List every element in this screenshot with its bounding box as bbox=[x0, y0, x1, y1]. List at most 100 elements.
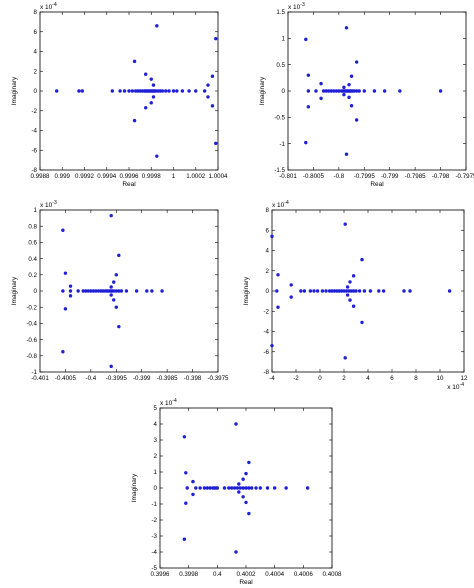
x-tick-label: 12 bbox=[461, 375, 468, 382]
data-point bbox=[354, 118, 359, 122]
y-axis-label: Imaginary bbox=[243, 276, 250, 305]
data-point bbox=[306, 73, 311, 77]
data-point bbox=[206, 83, 210, 87]
data-point bbox=[124, 289, 129, 293]
data-point bbox=[289, 295, 293, 299]
data-point bbox=[347, 82, 351, 87]
data-point bbox=[345, 293, 350, 297]
data-point bbox=[185, 486, 189, 490]
scatter-panel-3: -0.401 -0.4005 -0.4 -0.3995 -0.399 -0.3985 -0.… bbox=[11, 200, 229, 382]
data-point bbox=[167, 89, 171, 93]
data-point bbox=[275, 289, 279, 293]
y-tick-label: 0.6 bbox=[28, 240, 37, 247]
x-tick-label: -0.3975 bbox=[208, 375, 230, 382]
data-point bbox=[77, 89, 81, 93]
x-tick-label: -0.399 bbox=[133, 375, 151, 382]
data-point bbox=[194, 89, 198, 93]
data-point bbox=[315, 289, 320, 293]
data-point bbox=[438, 89, 443, 93]
data-point bbox=[270, 343, 274, 348]
data-point bbox=[320, 289, 325, 293]
data-point bbox=[377, 289, 381, 293]
data-point bbox=[191, 492, 195, 497]
x-tick-label: 1 bbox=[172, 173, 176, 180]
data-point bbox=[329, 89, 333, 93]
data-point bbox=[96, 289, 101, 293]
data-point bbox=[143, 106, 148, 110]
x-tick-label: -0.401 bbox=[31, 375, 49, 382]
data-point bbox=[114, 289, 118, 293]
data-point bbox=[119, 289, 124, 293]
y-exponent-label: x 10-3 bbox=[40, 200, 57, 209]
x-tick-label: 0.4002 bbox=[237, 571, 256, 578]
data-point bbox=[149, 101, 153, 105]
y-tick-label: -6 bbox=[31, 147, 37, 154]
y-tick-label: 4 bbox=[154, 421, 158, 428]
data-point bbox=[214, 36, 218, 41]
y-tick-label: 1.5 bbox=[276, 9, 285, 16]
data-point bbox=[81, 289, 85, 293]
data-point bbox=[80, 89, 84, 93]
data-point bbox=[54, 89, 59, 93]
x-tick-label: 2 bbox=[342, 375, 346, 382]
data-point bbox=[117, 324, 121, 329]
data-point bbox=[110, 89, 115, 93]
x-tick-label: -0.798 bbox=[432, 173, 450, 180]
x-tick-label: -0.7995 bbox=[354, 173, 376, 180]
y-tick-label: -8 bbox=[263, 369, 269, 376]
data-point bbox=[145, 289, 149, 293]
x-tick-label: 0 bbox=[318, 375, 322, 382]
data-point bbox=[206, 95, 210, 99]
y-tick-label: -8 bbox=[31, 167, 37, 174]
x-tick-label: 10 bbox=[437, 375, 444, 382]
data-point bbox=[76, 289, 80, 293]
data-point bbox=[354, 289, 358, 293]
y-tick-label: 4 bbox=[266, 248, 270, 255]
data-point bbox=[171, 89, 176, 93]
data-point bbox=[112, 289, 116, 293]
y-tick-label: -0.6 bbox=[26, 337, 37, 344]
data-point bbox=[205, 486, 209, 490]
data-point bbox=[117, 253, 121, 258]
data-point bbox=[250, 486, 254, 490]
data-point bbox=[306, 105, 311, 109]
data-point bbox=[304, 37, 308, 42]
data-point bbox=[61, 228, 65, 232]
data-point bbox=[308, 289, 313, 293]
data-point bbox=[238, 486, 242, 490]
data-point bbox=[334, 89, 339, 93]
data-point bbox=[312, 289, 316, 293]
y-tick-label: -0.2 bbox=[26, 304, 37, 311]
scatter-panel-1: 0.9988 0.999 0.9992 0.9994 0.9996 0.9998 1 1.00… bbox=[11, 2, 228, 188]
x-axis-label: Real bbox=[122, 181, 136, 188]
data-point bbox=[258, 486, 263, 490]
x-tick-label: 0.3998 bbox=[179, 571, 198, 578]
y-tick-label: -5 bbox=[151, 565, 157, 572]
x-tick-label: 0.4 bbox=[213, 571, 222, 578]
y-tick-label: -2 bbox=[151, 517, 157, 524]
data-point bbox=[343, 222, 347, 226]
y-tick-label: -2 bbox=[31, 108, 37, 115]
y-tick-label: -4 bbox=[31, 128, 37, 135]
data-point bbox=[132, 118, 137, 123]
y-tick-label: 6 bbox=[34, 29, 38, 36]
data-point bbox=[175, 89, 179, 93]
data-point bbox=[109, 285, 113, 289]
data-point bbox=[222, 486, 227, 490]
data-point bbox=[89, 289, 93, 293]
data-point bbox=[314, 89, 318, 93]
data-point bbox=[182, 435, 187, 439]
data-point bbox=[408, 289, 412, 293]
y-tick-label: -4 bbox=[263, 329, 269, 336]
data-point bbox=[324, 89, 328, 93]
data-point bbox=[68, 289, 73, 293]
y-tick-label: 0.8 bbox=[28, 223, 37, 230]
data-point bbox=[348, 298, 352, 302]
data-point bbox=[109, 213, 113, 218]
data-point bbox=[402, 289, 406, 293]
data-point bbox=[254, 486, 258, 490]
y-tick-label: -0.4 bbox=[26, 321, 37, 328]
data-point bbox=[143, 72, 148, 76]
data-point bbox=[357, 89, 361, 93]
